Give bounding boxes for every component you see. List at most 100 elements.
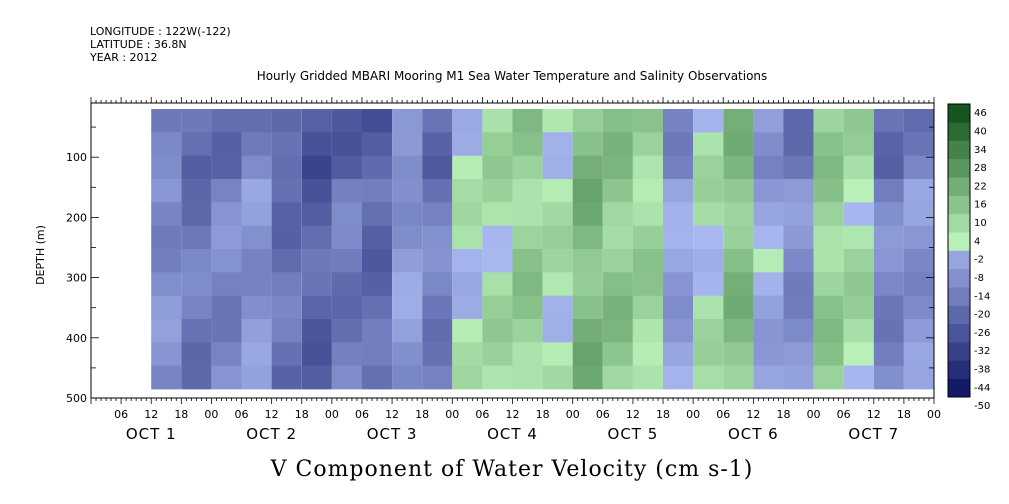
heatmap-cell xyxy=(362,155,393,180)
plot-area: 06 12 18 00 06 12 18 00 06 12 18 00 06 12 18 00 06 12 18 00… xyxy=(66,97,941,443)
x-day-label: OCT 4 xyxy=(487,425,538,443)
heatmap-cell xyxy=(632,342,663,367)
heatmap-cell xyxy=(211,365,242,390)
heatmap-cell xyxy=(482,155,513,180)
colorbar-tick-label: -50 xyxy=(974,401,990,412)
heatmap-cell xyxy=(181,272,212,297)
heatmap-cell xyxy=(271,132,302,157)
heatmap-cell xyxy=(241,225,272,250)
heatmap-cell xyxy=(512,155,543,180)
heatmap-cell xyxy=(301,249,332,273)
heatmap-cell xyxy=(211,319,242,343)
heatmap-cell xyxy=(693,295,724,320)
heatmap-cell xyxy=(572,202,603,227)
heatmap-cell xyxy=(663,155,694,180)
y-tick-label: 300 xyxy=(66,272,87,285)
heatmap-cell xyxy=(663,179,694,203)
heatmap-cell xyxy=(512,179,543,203)
heatmap-cell xyxy=(392,132,423,157)
heatmap-cell xyxy=(602,342,633,367)
heatmap-cell xyxy=(753,342,784,367)
heatmap-cell xyxy=(542,295,573,320)
heatmap-cell xyxy=(663,109,694,133)
heatmap-cell xyxy=(151,202,182,227)
heatmap-cell xyxy=(693,365,724,390)
heatmap-cell xyxy=(723,155,754,180)
heatmap-cell xyxy=(422,342,453,367)
heatmap-cell xyxy=(843,155,874,180)
heatmap-cell xyxy=(392,365,423,390)
heatmap-cell xyxy=(512,132,543,157)
heatmap-cell xyxy=(843,365,874,390)
heatmap-cell xyxy=(482,365,513,390)
heatmap-cell xyxy=(813,365,844,390)
heatmap-cell xyxy=(753,365,784,390)
heatmap-cell xyxy=(602,155,633,180)
heatmap-cell xyxy=(452,342,483,367)
heatmap-cell xyxy=(753,295,784,320)
x-hour-tick-label: 00 xyxy=(807,408,821,421)
x-day-label: OCT 2 xyxy=(246,425,297,443)
heatmap-cell xyxy=(482,272,513,297)
heatmap-cell xyxy=(362,365,393,390)
x-hour-tick-label: 00 xyxy=(445,408,459,421)
heatmap-cell xyxy=(873,179,904,203)
heatmap-cell xyxy=(843,109,874,133)
heatmap-cell xyxy=(572,225,603,250)
heatmap-cell xyxy=(512,272,543,297)
colorbar-swatch xyxy=(948,122,970,141)
colorbar-tick-label: -26 xyxy=(974,328,990,339)
heatmap-cell xyxy=(602,179,633,203)
heatmap-cell xyxy=(542,155,573,180)
heatmap-cell xyxy=(271,225,302,250)
heatmap-cell xyxy=(602,132,633,157)
heatmap-cell xyxy=(211,109,242,133)
heatmap-cell xyxy=(512,202,543,227)
heatmap-cell xyxy=(331,249,362,273)
heatmap-cell xyxy=(301,342,332,367)
heatmap-cell xyxy=(723,295,754,320)
heatmap-cell xyxy=(211,272,242,297)
heatmap-cell xyxy=(542,132,573,157)
heatmap-cell xyxy=(512,225,543,250)
heatmap-cell xyxy=(151,155,182,180)
colorbar-tick-label: -38 xyxy=(974,365,990,376)
heatmap-cell xyxy=(241,109,272,133)
heatmap-cell xyxy=(301,272,332,297)
heatmap-cell xyxy=(241,202,272,227)
heatmap-cell xyxy=(211,249,242,273)
heatmap-cell xyxy=(331,155,362,180)
heatmap-cell xyxy=(843,202,874,227)
heatmap-cell xyxy=(211,179,242,203)
heatmap-cell xyxy=(723,249,754,273)
x-hour-tick-label: 12 xyxy=(746,408,760,421)
heatmap-cell xyxy=(211,295,242,320)
heatmap-cell xyxy=(873,155,904,180)
heatmap-cell xyxy=(693,109,724,133)
heatmap-cell xyxy=(452,319,483,343)
x-hour-tick-label: 18 xyxy=(656,408,670,421)
heatmap-cell xyxy=(542,342,573,367)
heatmap-cell xyxy=(723,202,754,227)
x-hour-tick-label: 12 xyxy=(506,408,520,421)
heatmap-cell xyxy=(181,365,212,390)
heatmap-cell xyxy=(783,319,814,343)
colorbar-swatch xyxy=(948,323,970,343)
heatmap-cell xyxy=(211,132,242,157)
colorbar-swatch xyxy=(948,104,970,123)
heatmap-cell xyxy=(693,155,724,180)
heatmap-cell xyxy=(271,365,302,390)
x-hour-tick-label: 18 xyxy=(295,408,309,421)
colorbar-tick-label: -14 xyxy=(974,291,990,302)
heatmap-cell xyxy=(422,179,453,203)
heatmap-cell xyxy=(241,179,272,203)
heatmap-cell xyxy=(512,365,543,390)
heatmap-cell xyxy=(392,109,423,133)
heatmap-cell xyxy=(903,179,934,203)
heatmap-cell xyxy=(452,225,483,250)
heatmap-cell xyxy=(362,179,393,203)
heatmap-cell xyxy=(632,272,663,297)
year-label: YEAR : 2012 xyxy=(89,51,158,64)
heatmap-cell xyxy=(723,225,754,250)
colorbar-swatch xyxy=(948,250,970,270)
